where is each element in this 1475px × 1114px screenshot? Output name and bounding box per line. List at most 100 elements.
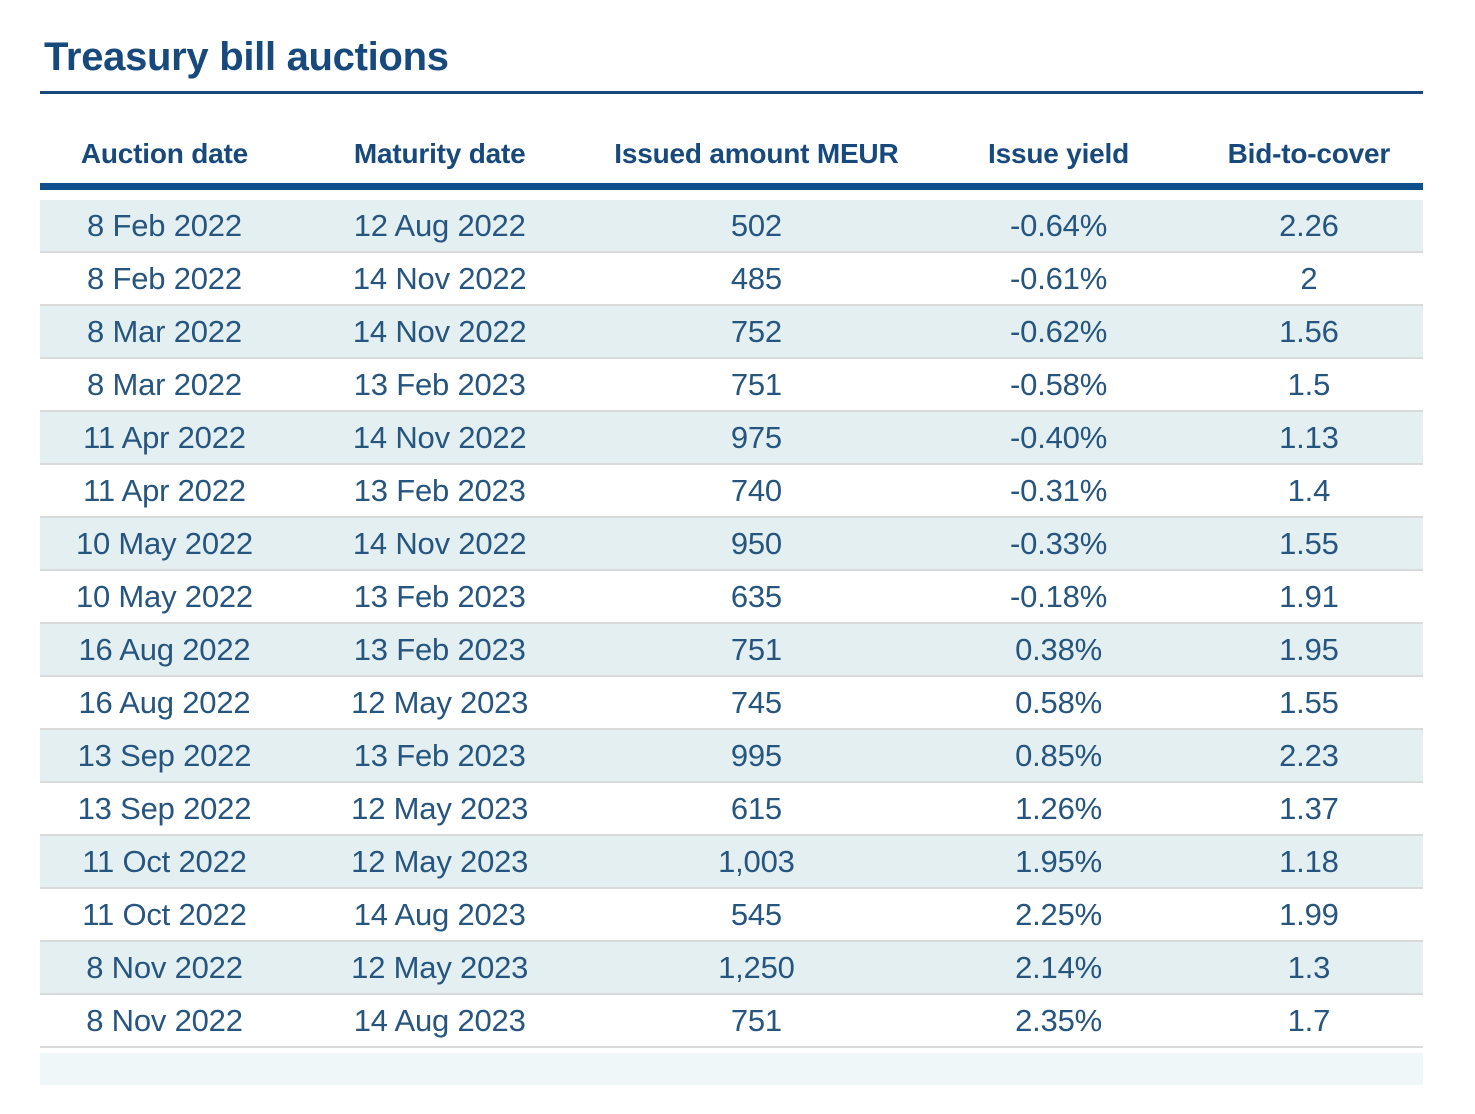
table-row: 11 Oct 2022 12 May 2023 1,003 1.95% 1.18 bbox=[40, 835, 1423, 890]
cell-auction-date: 8 Nov 2022 bbox=[40, 994, 289, 1049]
cell-maturity-date: 13 Feb 2023 bbox=[288, 729, 591, 784]
cell-auction-date: 13 Sep 2022 bbox=[40, 782, 289, 837]
cell-issue-yield: -0.18% bbox=[922, 570, 1195, 625]
cell-auction-date: 8 Feb 2022 bbox=[40, 200, 289, 254]
treasury-bill-auctions-table: Auction date Maturity date Issued amount… bbox=[40, 138, 1423, 1049]
cell-bid-to-cover: 1.95 bbox=[1194, 623, 1423, 678]
cell-auction-date: 13 Sep 2022 bbox=[40, 729, 289, 784]
cell-maturity-date: 14 Aug 2023 bbox=[288, 888, 591, 943]
cell-auction-date: 11 Oct 2022 bbox=[40, 888, 289, 943]
cell-issue-yield: -0.33% bbox=[922, 517, 1195, 572]
cell-auction-date: 11 Oct 2022 bbox=[40, 835, 289, 890]
cell-bid-to-cover: 1.3 bbox=[1194, 941, 1423, 996]
column-header-issue-yield: Issue yield bbox=[922, 138, 1195, 191]
cell-maturity-date: 12 May 2023 bbox=[288, 676, 591, 731]
cell-maturity-date: 14 Nov 2022 bbox=[288, 252, 591, 307]
table-row: 8 Mar 2022 14 Nov 2022 752 -0.62% 1.56 bbox=[40, 305, 1423, 360]
cell-bid-to-cover: 1.55 bbox=[1194, 676, 1423, 731]
cell-bid-to-cover: 1.13 bbox=[1194, 411, 1423, 466]
treasury-bill-auctions-panel: Treasury bill auctions Auction date Matu… bbox=[40, 34, 1423, 1086]
cell-issue-yield: -0.64% bbox=[922, 200, 1195, 254]
cell-bid-to-cover: 1.18 bbox=[1194, 835, 1423, 890]
table-row: 11 Apr 2022 14 Nov 2022 975 -0.40% 1.13 bbox=[40, 411, 1423, 466]
cell-issue-yield: 2.25% bbox=[922, 888, 1195, 943]
cell-issued-amount: 1,003 bbox=[590, 835, 923, 890]
table-row: 11 Oct 2022 14 Aug 2023 545 2.25% 1.99 bbox=[40, 888, 1423, 943]
cell-auction-date: 16 Aug 2022 bbox=[40, 623, 289, 678]
cell-issued-amount: 1,250 bbox=[590, 941, 923, 996]
cell-maturity-date: 13 Feb 2023 bbox=[288, 358, 591, 413]
cell-issued-amount: 950 bbox=[590, 517, 923, 572]
cell-bid-to-cover: 1.99 bbox=[1194, 888, 1423, 943]
cell-maturity-date: 12 May 2023 bbox=[288, 782, 591, 837]
cell-issue-yield: 0.58% bbox=[922, 676, 1195, 731]
table-row: 16 Aug 2022 12 May 2023 745 0.58% 1.55 bbox=[40, 676, 1423, 731]
cell-issued-amount: 751 bbox=[590, 358, 923, 413]
cell-bid-to-cover: 1.55 bbox=[1194, 517, 1423, 572]
cell-auction-date: 8 Mar 2022 bbox=[40, 305, 289, 360]
cell-issue-yield: -0.62% bbox=[922, 305, 1195, 360]
cell-auction-date: 10 May 2022 bbox=[40, 517, 289, 572]
cell-auction-date: 8 Feb 2022 bbox=[40, 252, 289, 307]
column-header-maturity-date: Maturity date bbox=[288, 138, 591, 191]
cell-issued-amount: 745 bbox=[590, 676, 923, 731]
cell-issued-amount: 615 bbox=[590, 782, 923, 837]
cell-maturity-date: 14 Nov 2022 bbox=[288, 305, 591, 360]
cell-issued-amount: 545 bbox=[590, 888, 923, 943]
cell-bid-to-cover: 1.7 bbox=[1194, 994, 1423, 1049]
table-row: 8 Feb 2022 12 Aug 2022 502 -0.64% 2.26 bbox=[40, 200, 1423, 254]
table-row: 8 Nov 2022 14 Aug 2023 751 2.35% 1.7 bbox=[40, 994, 1423, 1049]
cell-issued-amount: 502 bbox=[590, 200, 923, 254]
cell-bid-to-cover: 2.26 bbox=[1194, 200, 1423, 254]
cell-auction-date: 8 Mar 2022 bbox=[40, 358, 289, 413]
cell-bid-to-cover: 2.23 bbox=[1194, 729, 1423, 784]
cell-issued-amount: 751 bbox=[590, 994, 923, 1049]
cell-issued-amount: 635 bbox=[590, 570, 923, 625]
cell-bid-to-cover: 1.91 bbox=[1194, 570, 1423, 625]
cell-issue-yield: 0.85% bbox=[922, 729, 1195, 784]
cell-issue-yield: 0.38% bbox=[922, 623, 1195, 678]
cell-issue-yield: 2.14% bbox=[922, 941, 1195, 996]
cell-issued-amount: 751 bbox=[590, 623, 923, 678]
cell-issue-yield: 1.26% bbox=[922, 782, 1195, 837]
cell-issue-yield: 1.95% bbox=[922, 835, 1195, 890]
cell-maturity-date: 14 Aug 2023 bbox=[288, 994, 591, 1049]
cell-issued-amount: 740 bbox=[590, 464, 923, 519]
table-header: Auction date Maturity date Issued amount… bbox=[40, 138, 1423, 191]
cell-auction-date: 16 Aug 2022 bbox=[40, 676, 289, 731]
cell-issued-amount: 752 bbox=[590, 305, 923, 360]
header-gap-spacer bbox=[40, 186, 1423, 201]
cell-maturity-date: 13 Feb 2023 bbox=[288, 623, 591, 678]
table-row: 8 Nov 2022 12 May 2023 1,250 2.14% 1.3 bbox=[40, 941, 1423, 996]
spacer-cell bbox=[40, 186, 1423, 201]
table-row: 10 May 2022 14 Nov 2022 950 -0.33% 1.55 bbox=[40, 517, 1423, 572]
column-header-bid-to-cover: Bid-to-cover bbox=[1194, 138, 1423, 191]
table-row: 10 May 2022 13 Feb 2023 635 -0.18% 1.91 bbox=[40, 570, 1423, 625]
cell-bid-to-cover: 1.4 bbox=[1194, 464, 1423, 519]
cell-maturity-date: 14 Nov 2022 bbox=[288, 517, 591, 572]
page-title: Treasury bill auctions bbox=[44, 35, 449, 79]
cell-auction-date: 10 May 2022 bbox=[40, 570, 289, 625]
table-row: 13 Sep 2022 13 Feb 2023 995 0.85% 2.23 bbox=[40, 729, 1423, 784]
cell-issue-yield: -0.31% bbox=[922, 464, 1195, 519]
table-header-row: Auction date Maturity date Issued amount… bbox=[40, 138, 1423, 191]
cell-maturity-date: 13 Feb 2023 bbox=[288, 464, 591, 519]
cell-issue-yield: 2.35% bbox=[922, 994, 1195, 1049]
cell-auction-date: 11 Apr 2022 bbox=[40, 464, 289, 519]
cell-maturity-date: 12 Aug 2022 bbox=[288, 200, 591, 254]
table-row: 13 Sep 2022 12 May 2023 615 1.26% 1.37 bbox=[40, 782, 1423, 837]
cell-bid-to-cover: 1.37 bbox=[1194, 782, 1423, 837]
table-body: 8 Feb 2022 12 Aug 2022 502 -0.64% 2.26 8 Feb … bbox=[40, 186, 1423, 1049]
cell-auction-date: 8 Nov 2022 bbox=[40, 941, 289, 996]
cell-maturity-date: 14 Nov 2022 bbox=[288, 411, 591, 466]
table-row: 11 Apr 2022 13 Feb 2023 740 -0.31% 1.4 bbox=[40, 464, 1423, 519]
cell-bid-to-cover: 1.56 bbox=[1194, 305, 1423, 360]
table-row: 8 Feb 2022 14 Nov 2022 485 -0.61% 2 bbox=[40, 252, 1423, 307]
cell-maturity-date: 13 Feb 2023 bbox=[288, 570, 591, 625]
cell-bid-to-cover: 2 bbox=[1194, 252, 1423, 307]
cell-issued-amount: 485 bbox=[590, 252, 923, 307]
cell-auction-date: 11 Apr 2022 bbox=[40, 411, 289, 466]
cell-issue-yield: -0.61% bbox=[922, 252, 1195, 307]
cell-maturity-date: 12 May 2023 bbox=[288, 835, 591, 890]
table-row: 8 Mar 2022 13 Feb 2023 751 -0.58% 1.5 bbox=[40, 358, 1423, 413]
